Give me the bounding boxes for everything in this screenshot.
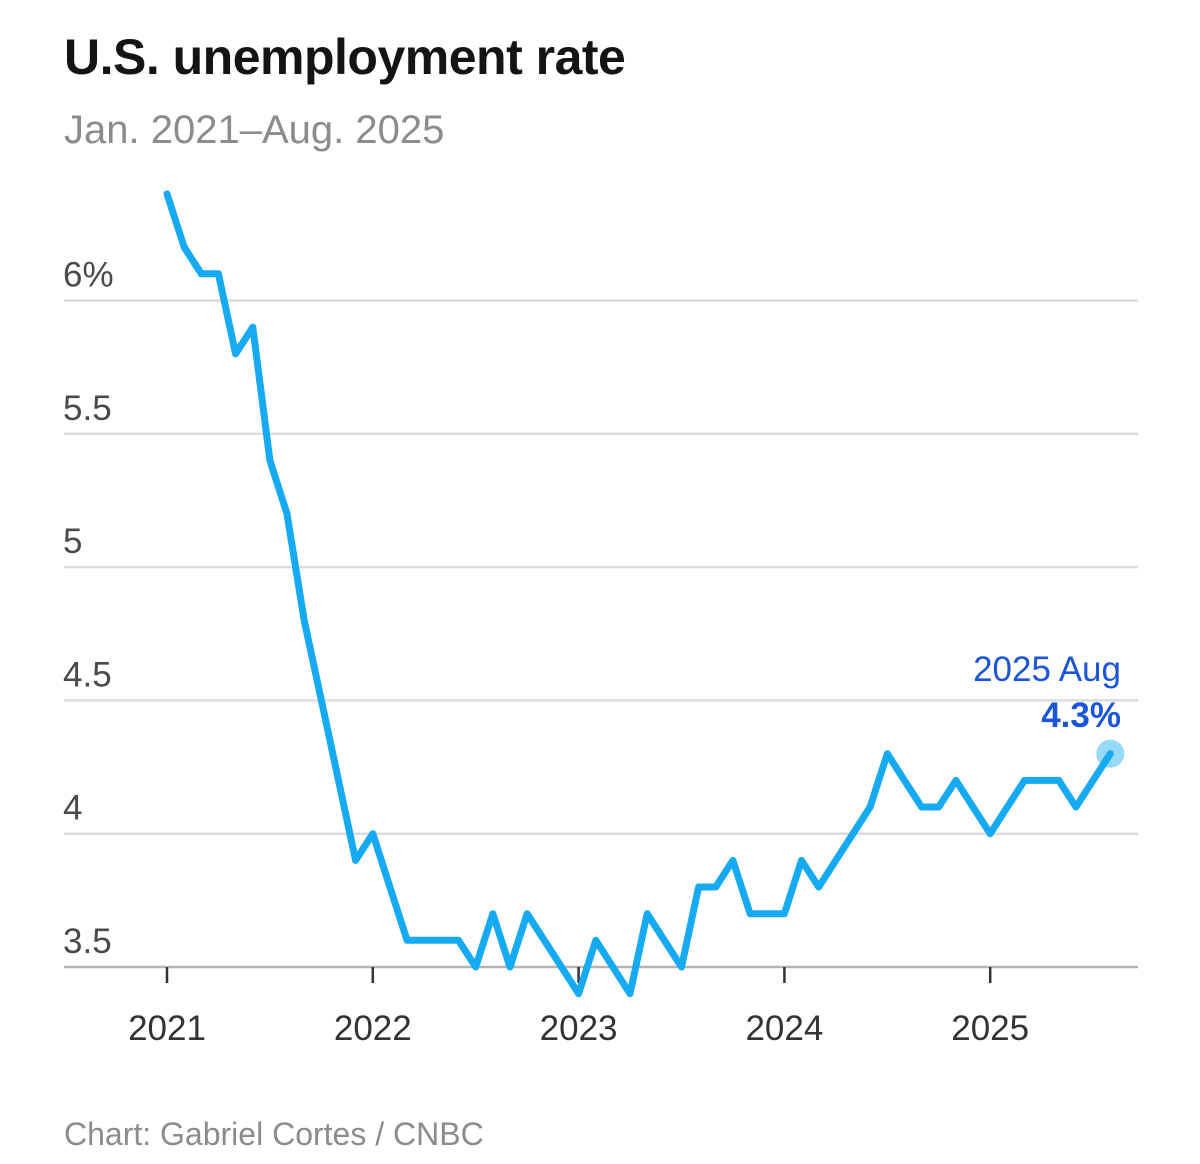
chart-subtitle: Jan. 2021–Aug. 2025 bbox=[64, 108, 445, 152]
latest-value-annotation: 2025 Aug 4.3% bbox=[973, 650, 1125, 768]
x-axis bbox=[64, 965, 1138, 983]
x-tick-label: 2023 bbox=[540, 1009, 618, 1048]
latest-point-marker bbox=[1096, 739, 1125, 768]
annotation-value-label: 4.3% bbox=[1041, 696, 1121, 735]
y-tick-label: 4.5 bbox=[63, 655, 112, 694]
y-tick-label: 5 bbox=[63, 522, 82, 561]
chart-credit: Chart: Gabriel Cortes / CNBC bbox=[64, 1116, 484, 1152]
y-tick-label: 6% bbox=[63, 256, 114, 295]
x-tick-label: 2022 bbox=[334, 1009, 412, 1048]
y-tick-label: 5.5 bbox=[63, 389, 112, 428]
gridlines bbox=[64, 299, 1138, 835]
x-tick-label: 2021 bbox=[128, 1009, 206, 1048]
y-axis-labels: 3.5 4 4.5 5 5.5 6% bbox=[63, 256, 114, 962]
x-tick-label: 2025 bbox=[951, 1009, 1029, 1048]
series-line-unemployment-rate bbox=[163, 190, 1114, 998]
chart-title: U.S. unemployment rate bbox=[64, 29, 626, 85]
y-tick-label: 4 bbox=[63, 789, 82, 828]
series bbox=[163, 190, 1114, 998]
x-tick-label: 2024 bbox=[745, 1009, 823, 1048]
y-tick-label: 3.5 bbox=[63, 922, 112, 961]
x-axis-labels: 2021 2022 2023 2024 2025 bbox=[128, 1009, 1029, 1048]
annotation-date-label: 2025 Aug bbox=[973, 650, 1121, 689]
